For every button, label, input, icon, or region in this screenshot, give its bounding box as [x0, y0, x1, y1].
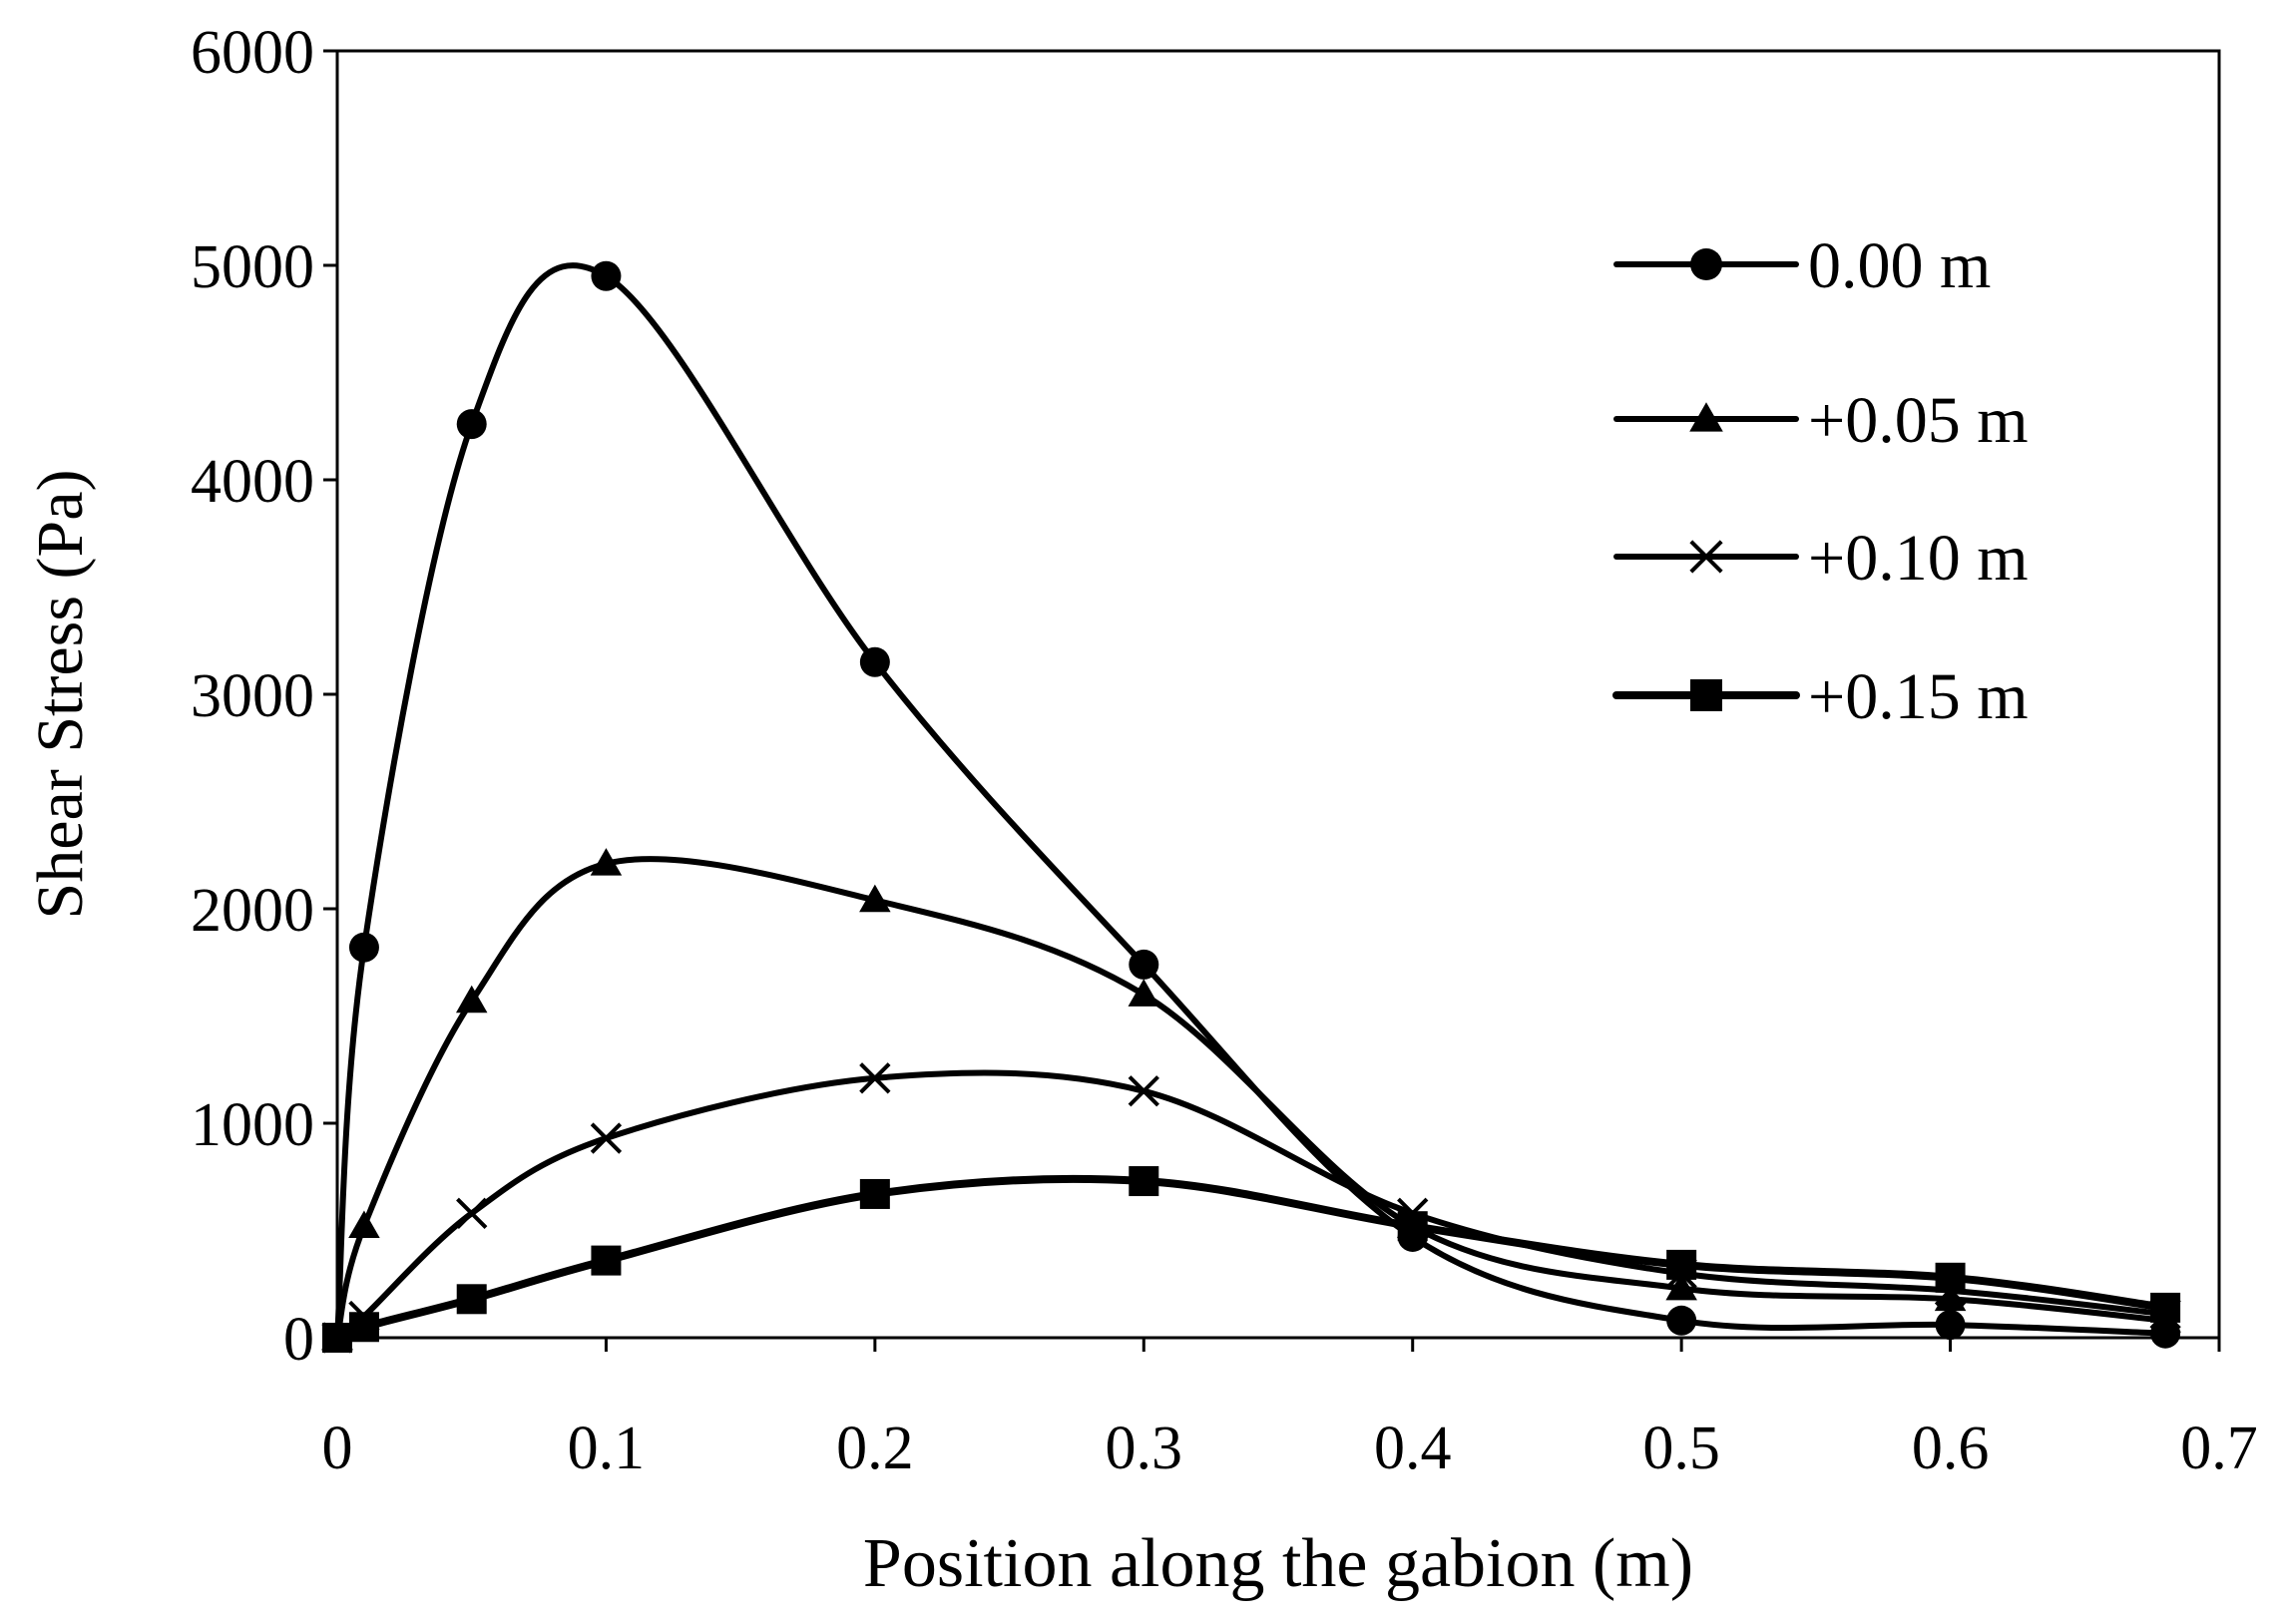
- x-tick-label: 0.4: [1374, 1415, 1452, 1482]
- axis-ticks: 0 0.1 0.2 0.3 0.4 0.5 0.6 0.7 0 1000 2000 3000 4000 5…: [191, 19, 2258, 1482]
- data-point: [1666, 1249, 1697, 1280]
- legend-label: 0.00 m: [1808, 229, 1991, 302]
- x-tick-label: 0.7: [2180, 1415, 2258, 1482]
- legend-marker: [1689, 540, 1723, 574]
- data-point: [348, 1210, 380, 1239]
- data-point: [1128, 1075, 1159, 1107]
- y-tick-label: 0: [283, 1306, 314, 1374]
- data-point: [859, 1178, 890, 1209]
- x-tick-label: 0.5: [1642, 1415, 1720, 1482]
- data-point: [1935, 1262, 1966, 1293]
- data-point: [591, 260, 622, 291]
- data-point: [1129, 1166, 1159, 1197]
- x-axis-title: Position along the gabion (m): [863, 1525, 1693, 1602]
- x-tick-label: 0.6: [1912, 1415, 1990, 1482]
- series-line-2: [334, 856, 2169, 1341]
- x-tick-label: 0: [322, 1415, 353, 1482]
- y-tick-label: 3000: [191, 662, 314, 730]
- legend-label: +0.15 m: [1808, 660, 2029, 733]
- y-tick-label: 6000: [191, 19, 314, 87]
- data-point: [1665, 1272, 1697, 1301]
- data-point: [456, 1197, 488, 1229]
- data-point: [1666, 1305, 1697, 1336]
- legend: 0.00 m +0.05 m +0.10 m +0.15 m: [1612, 229, 2029, 733]
- y-tick-label: 2000: [191, 877, 314, 945]
- data-point: [590, 848, 623, 876]
- y-tick-label: 1000: [191, 1091, 314, 1159]
- data-point: [591, 1245, 622, 1276]
- data-point: [859, 646, 890, 677]
- legend-marker: [1690, 248, 1722, 280]
- data-point: [456, 409, 487, 440]
- y-tick-label: 4000: [191, 448, 314, 516]
- legend-marker: [1690, 679, 1722, 711]
- data-point: [455, 985, 488, 1014]
- legend-label: +0.10 m: [1808, 522, 2029, 595]
- data-point: [1129, 949, 1159, 980]
- data-point: [348, 1312, 379, 1343]
- data-point: [2150, 1292, 2181, 1323]
- series-line-1: [334, 262, 2169, 1341]
- x-tick-label: 0.2: [836, 1415, 914, 1482]
- data-point: [859, 1062, 891, 1094]
- x-tick-label: 0.1: [568, 1415, 646, 1482]
- legend-label: +0.05 m: [1808, 384, 2029, 457]
- data-point: [1397, 1211, 1428, 1242]
- data-point: [859, 884, 891, 913]
- data-point: [1934, 1283, 1967, 1312]
- data-point: [1935, 1310, 1966, 1341]
- data-point: [348, 932, 379, 963]
- data-point: [1128, 979, 1160, 1007]
- data-point: [456, 1284, 487, 1315]
- x-tick-label: 0.3: [1106, 1415, 1183, 1482]
- y-tick-label: 5000: [191, 233, 314, 301]
- y-axis-title: Shear Stress (Pa): [24, 470, 97, 920]
- data-point: [322, 1323, 352, 1353]
- data-point: [590, 1122, 623, 1154]
- legend-marker: [1689, 402, 1723, 432]
- series-markers: [321, 260, 2181, 1354]
